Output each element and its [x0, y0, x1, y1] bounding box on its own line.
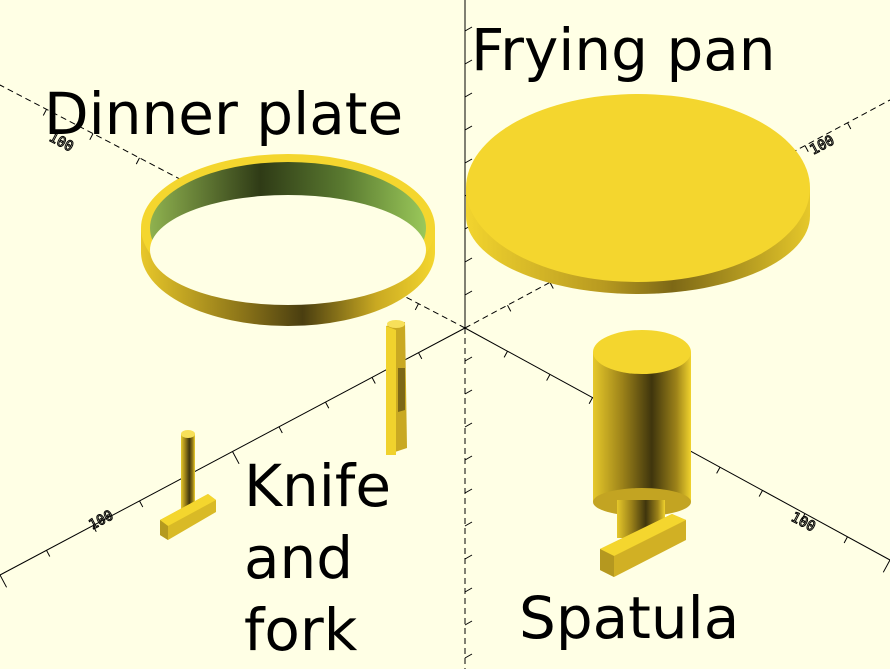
- axis-tick: [464, 422, 473, 428]
- axis-tick: [546, 374, 551, 381]
- axis-tick: [464, 158, 473, 164]
- axis-tick: [464, 356, 473, 362]
- axis-tick: [464, 389, 473, 395]
- axis-tick: [464, 257, 473, 263]
- axis-tick: [588, 397, 593, 404]
- frying-pan-model[interactable]: [466, 94, 810, 294]
- tick-label-x-positive: 100: [788, 509, 818, 535]
- axis-tick: [464, 59, 473, 65]
- axis-tick: [464, 620, 473, 626]
- axis-tick: [464, 26, 473, 32]
- axis-tick: [0, 574, 8, 588]
- axis-tick: [503, 350, 508, 358]
- axis-tick: [758, 490, 763, 497]
- axis-tick: [464, 587, 473, 593]
- axis-tick: [278, 426, 283, 434]
- axis-tick: [232, 451, 240, 465]
- tick-label-x-negative: 100: [86, 508, 116, 534]
- label-spatula: Spatula: [519, 584, 740, 652]
- axis-tick: [139, 500, 144, 508]
- axis-tick: [414, 303, 419, 311]
- axis-tick: [801, 513, 806, 520]
- dinner-plate-model[interactable]: [141, 154, 435, 326]
- axis-tick: [464, 488, 473, 494]
- label-knife-line-2: and: [244, 524, 354, 592]
- axis-tick: [464, 521, 473, 527]
- axis-tick: [464, 125, 473, 131]
- axis-tick: [92, 525, 97, 532]
- axis-tick: [804, 145, 809, 152]
- axis-tick: [418, 352, 423, 360]
- label-knife-line-3: fork: [244, 596, 358, 664]
- axis-tick: [42, 109, 47, 116]
- spatula-model[interactable]: [593, 330, 691, 577]
- tick-label-y-positive: 100: [807, 133, 837, 159]
- knife-model[interactable]: [386, 320, 407, 455]
- label-dinner-plate: Dinner plate: [44, 80, 404, 148]
- axis-tick: [135, 157, 140, 165]
- axis-tick: [507, 304, 512, 312]
- axis-tick: [325, 401, 330, 409]
- axis-tick: [847, 122, 852, 130]
- axis-tick: [549, 282, 554, 289]
- axis-tick: [882, 559, 890, 573]
- axis-tick: [464, 653, 473, 659]
- fork-model[interactable]: [160, 430, 216, 540]
- axis-tick: [464, 290, 473, 296]
- axis-tick: [464, 92, 473, 98]
- label-knife-and-fork: Knife and fork: [244, 450, 391, 666]
- axis-tick: [371, 377, 376, 384]
- axis-tick: [716, 466, 721, 474]
- axis-tick: [464, 455, 473, 461]
- axis-tick: [89, 133, 94, 141]
- axis-tick: [843, 536, 848, 544]
- label-frying-pan: Frying pan: [471, 16, 776, 84]
- label-knife-line-1: Knife: [244, 452, 392, 520]
- axis-tick: [46, 550, 51, 557]
- axis-tick: [464, 554, 473, 560]
